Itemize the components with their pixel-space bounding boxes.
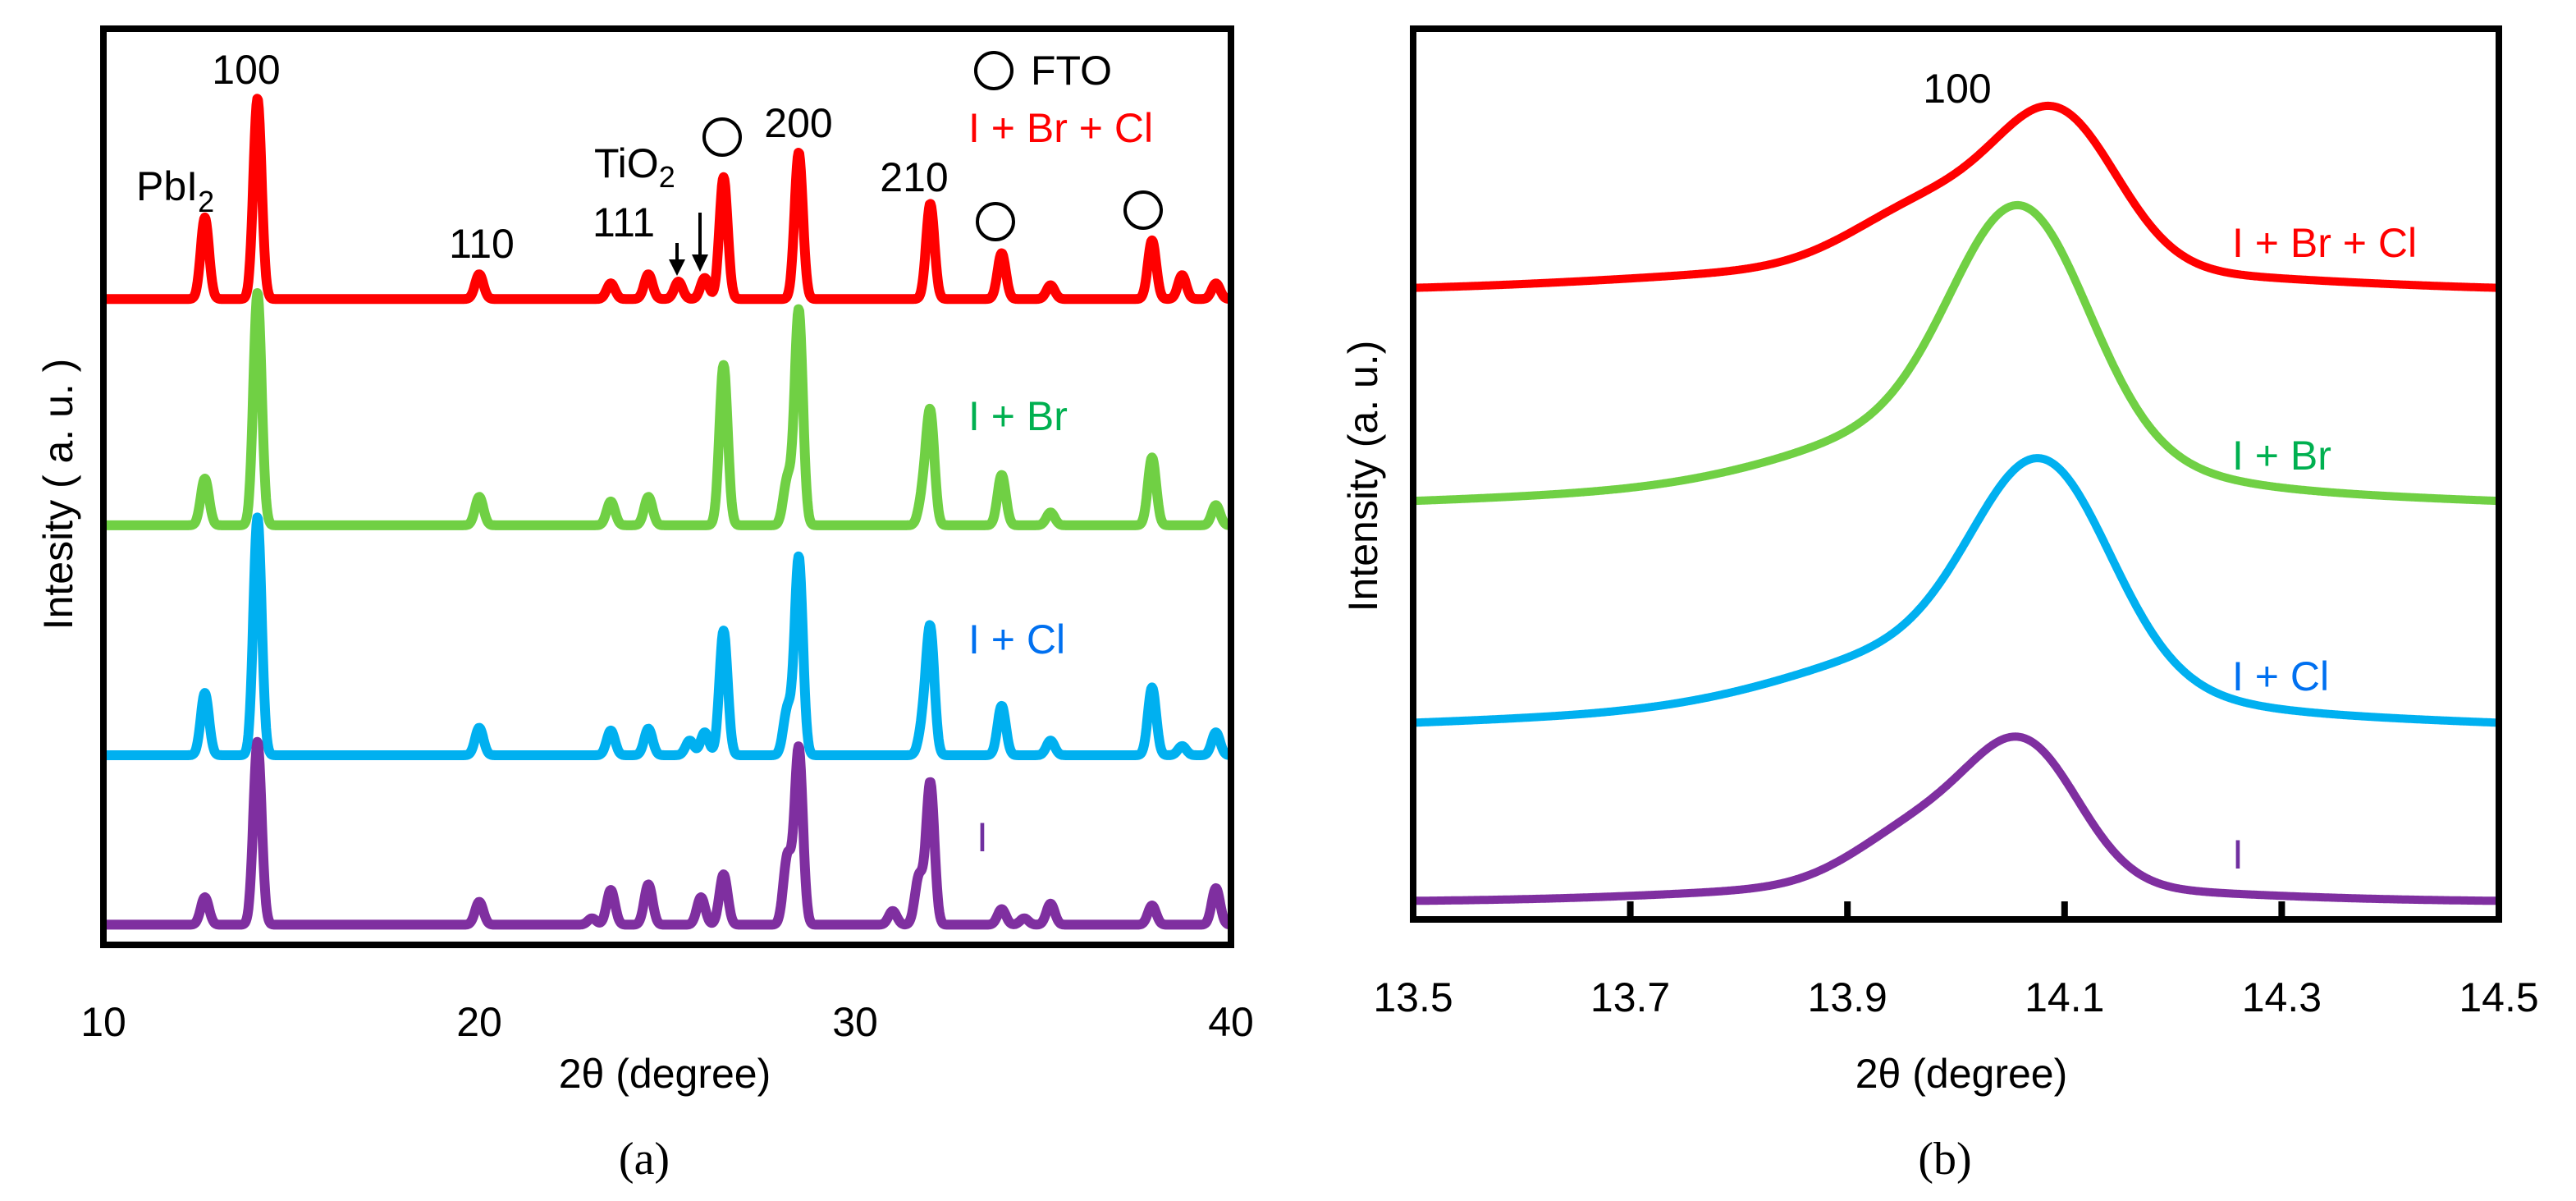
annotation-210: 210 xyxy=(880,154,948,200)
panel-a: 10 20 30 40 2θ (degree) Intesity ( a. u. ) … xyxy=(35,25,1254,1185)
series-line-0 xyxy=(99,94,1235,305)
annotation-111: 111 xyxy=(593,199,655,245)
series-label: I + Cl xyxy=(968,617,1065,662)
y-axis-label-a: Intesity ( a. u. ) xyxy=(35,359,81,630)
series-line-0 xyxy=(1409,101,2503,292)
series-label: I xyxy=(2232,832,2244,878)
series-label: I + Br xyxy=(968,393,1068,439)
panel-b: 13.5 13.7 13.9 14.1 14.3 14.5 2θ (degree) Int… xyxy=(1340,25,2539,1185)
x-axis-label-b: 2θ (degree) xyxy=(1855,1051,2068,1097)
series-line-3 xyxy=(1409,732,2503,905)
x-tick-label: 14.3 xyxy=(2242,974,2322,1020)
caption-b: (b) xyxy=(1918,1134,1971,1185)
annotation-200: 200 xyxy=(764,100,832,146)
annotation-100-b: 100 xyxy=(1923,66,1991,112)
x-tick-label: 14.1 xyxy=(2025,974,2104,1020)
x-tick-label: 30 xyxy=(832,999,878,1045)
x-tick-label: 40 xyxy=(1208,999,1254,1045)
fto-marker-icon xyxy=(702,51,1163,241)
series-label: I + Br + Cl xyxy=(968,105,1153,151)
y-axis-label-b: Intensity (a. u.) xyxy=(1340,341,1386,612)
plot-frame-b xyxy=(1410,25,2502,923)
x-tick-label: 13.5 xyxy=(1373,974,1453,1020)
x-tick-label: 13.7 xyxy=(1590,974,1670,1020)
x-tick-label: 10 xyxy=(80,999,126,1045)
arrow-icon xyxy=(669,213,708,276)
series-label: I + Br xyxy=(2232,433,2331,479)
series-line-1 xyxy=(1409,200,2503,506)
annotation-pbi2: PbI2 xyxy=(136,163,214,218)
x-axis-label-a: 2θ (degree) xyxy=(559,1051,771,1097)
series-label: I + Br + Cl xyxy=(2232,220,2417,266)
series-line-2 xyxy=(1409,454,2503,727)
series-label: I xyxy=(977,814,988,860)
series-label: I + Cl xyxy=(2232,653,2329,699)
annotation-110: 110 xyxy=(449,221,515,267)
annotation-100: 100 xyxy=(212,47,280,93)
annotation-tio2: TiO2 xyxy=(594,140,675,194)
x-tick-label: 13.9 xyxy=(1808,974,1887,1020)
x-tick-label: 14.5 xyxy=(2459,974,2538,1020)
series-line-2 xyxy=(99,512,1235,760)
x-tick-label: 20 xyxy=(456,999,502,1045)
plot-frame-a xyxy=(100,25,1234,948)
caption-a: (a) xyxy=(619,1134,670,1185)
series-line-3 xyxy=(99,736,1235,930)
legend-fto: FTO xyxy=(1031,48,1112,94)
series-line-1 xyxy=(99,288,1235,530)
